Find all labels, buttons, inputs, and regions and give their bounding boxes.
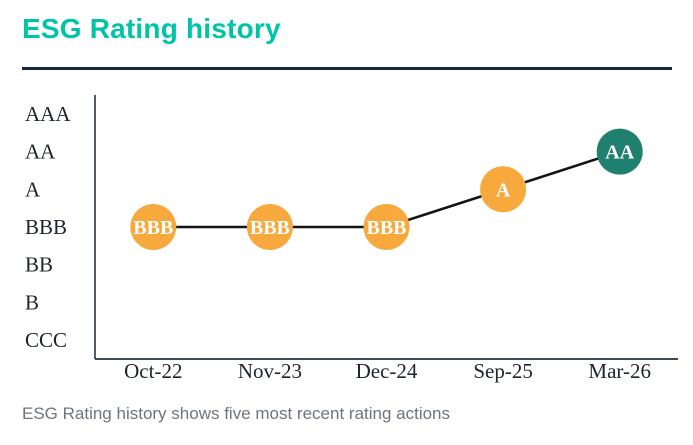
y-axis-label: BBB: [25, 215, 67, 239]
rating-marker: [363, 204, 410, 250]
y-axis-label: AA: [25, 140, 56, 164]
rating-marker: [246, 204, 293, 250]
rating-marker: [596, 128, 643, 175]
rating-marker-label: AA: [605, 142, 634, 164]
x-axis-label: Oct-22: [124, 359, 182, 383]
rating-marker-label: BBB: [366, 217, 406, 239]
page-title: ESG Rating history: [22, 13, 281, 44]
rating-marker: [480, 166, 527, 213]
title-divider-rule: [22, 67, 672, 70]
y-axis-label: BB: [25, 253, 53, 277]
x-axis-label: Dec-24: [356, 359, 418, 383]
rating-marker: [130, 204, 177, 250]
rating-marker-label: A: [496, 179, 511, 201]
x-axis-label: Sep-25: [473, 359, 533, 383]
y-axis-label: B: [25, 290, 39, 314]
y-axis-label: AAA: [25, 102, 71, 126]
y-axis-label: A: [25, 177, 41, 201]
rating-marker-label: BBB: [250, 217, 290, 239]
x-axis-label: Nov-23: [238, 359, 302, 383]
y-axis-label: CCC: [25, 328, 67, 352]
chart-caption: ESG Rating history shows five most recen…: [22, 404, 451, 423]
x-axis-label: Mar-26: [588, 359, 651, 383]
rating-marker-label: BBB: [133, 217, 173, 239]
